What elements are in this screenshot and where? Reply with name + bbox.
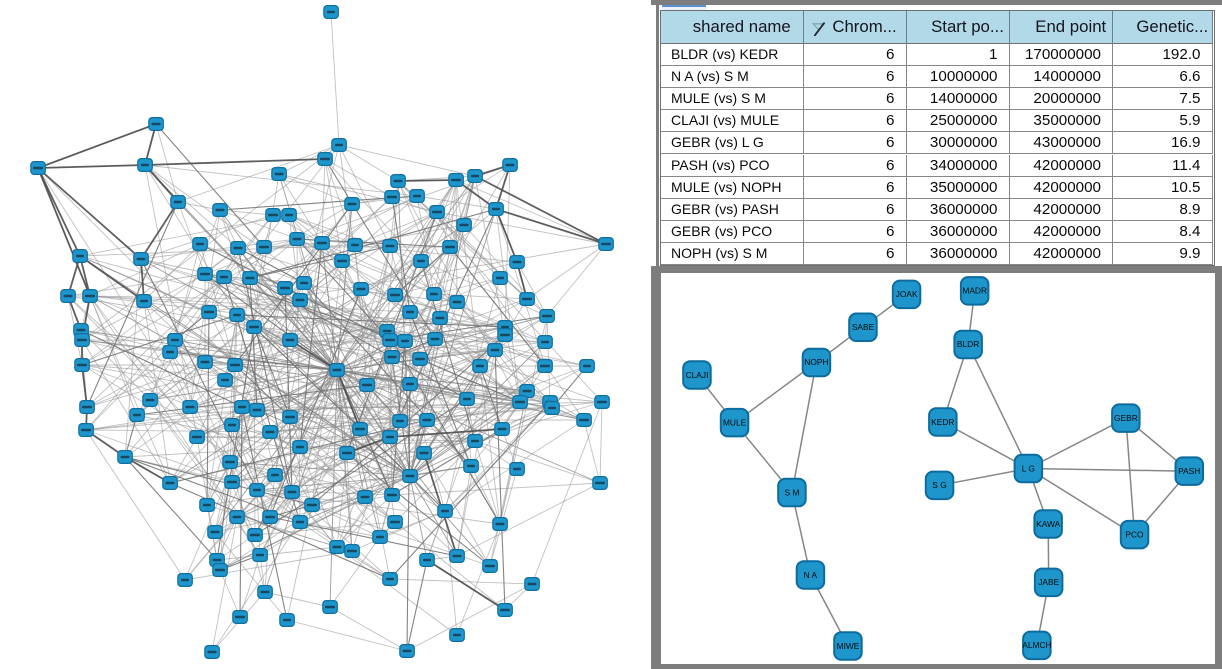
svg-text:S G: S G [932,480,946,490]
svg-text:N A: N A [804,569,818,579]
svg-text:ALMCH: ALMCH [1022,640,1051,650]
svg-text:CLAJI: CLAJI [686,369,709,379]
svg-text:JOAK: JOAK [896,289,918,299]
svg-text:GEBR: GEBR [1114,413,1138,423]
svg-text:KAWA: KAWA [1036,518,1060,528]
svg-text:SABE: SABE [852,322,875,332]
svg-text:KEDR: KEDR [931,416,954,426]
svg-text:MULE: MULE [723,417,747,427]
svg-text:PCO: PCO [1125,529,1144,539]
svg-text:S M: S M [784,487,799,497]
svg-text:JABE: JABE [1038,577,1059,587]
svg-text:MIWE: MIWE [837,640,860,650]
svg-text:NOPH: NOPH [804,357,828,367]
svg-text:BLDR: BLDR [957,339,979,349]
svg-text:PASH: PASH [1178,466,1200,476]
svg-text:MADR: MADR [962,285,987,295]
svg-text:L G: L G [1022,463,1035,473]
